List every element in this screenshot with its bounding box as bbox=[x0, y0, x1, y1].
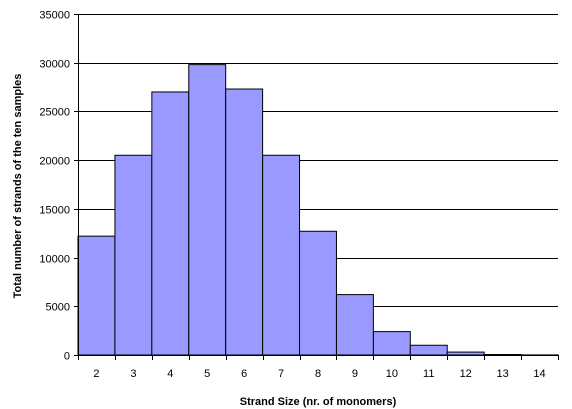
x-tick-label: 4 bbox=[167, 368, 173, 380]
y-tick-label: 35000 bbox=[39, 10, 70, 22]
x-tick-labels: 2 3 4 5 6 7 8 9 10 11 12 13 14 bbox=[93, 368, 545, 380]
bar-5 bbox=[188, 64, 227, 356]
x-tick-label: 7 bbox=[278, 368, 284, 380]
bar-10 bbox=[372, 331, 411, 356]
x-tick-label: 12 bbox=[460, 368, 472, 380]
x-axis-title: Strand Size (nr. of monomers) bbox=[240, 396, 397, 408]
bar-7 bbox=[262, 154, 301, 356]
y-tick-label: 30000 bbox=[39, 59, 70, 71]
y-tick-labels: 0 5000 10000 15000 20000 25000 30000 35000 bbox=[39, 10, 70, 363]
bar-2 bbox=[77, 235, 116, 356]
x-tick-label: 13 bbox=[496, 368, 508, 380]
bar-11 bbox=[409, 344, 448, 356]
y-tick-label: 0 bbox=[64, 351, 70, 363]
bar-12 bbox=[446, 351, 485, 356]
y-axis-title: Total number of strands of the ten sampl… bbox=[12, 74, 24, 299]
x-tick-label: 10 bbox=[386, 368, 398, 380]
x-tick-label: 11 bbox=[423, 368, 434, 380]
y-tick-label: 15000 bbox=[39, 205, 70, 217]
x-tick-label: 9 bbox=[352, 368, 358, 380]
x-tick-label: 3 bbox=[130, 368, 136, 380]
axes bbox=[74, 14, 559, 360]
y-tick-label: 25000 bbox=[39, 107, 70, 119]
bar-4 bbox=[151, 91, 190, 356]
bars bbox=[77, 64, 559, 356]
y-tick-label: 20000 bbox=[39, 156, 70, 168]
x-tick-label: 14 bbox=[533, 368, 545, 380]
bar-3 bbox=[114, 154, 153, 356]
x-tick-label: 2 bbox=[93, 368, 99, 380]
y-tick-label: 5000 bbox=[46, 302, 70, 314]
bar-9 bbox=[335, 294, 374, 356]
x-tick-label: 8 bbox=[315, 368, 321, 380]
bar-8 bbox=[299, 230, 337, 356]
x-tick-label: 6 bbox=[241, 368, 247, 380]
y-tick-label: 10000 bbox=[39, 254, 70, 266]
bar-6 bbox=[225, 88, 264, 356]
x-tick-label: 5 bbox=[204, 368, 210, 380]
